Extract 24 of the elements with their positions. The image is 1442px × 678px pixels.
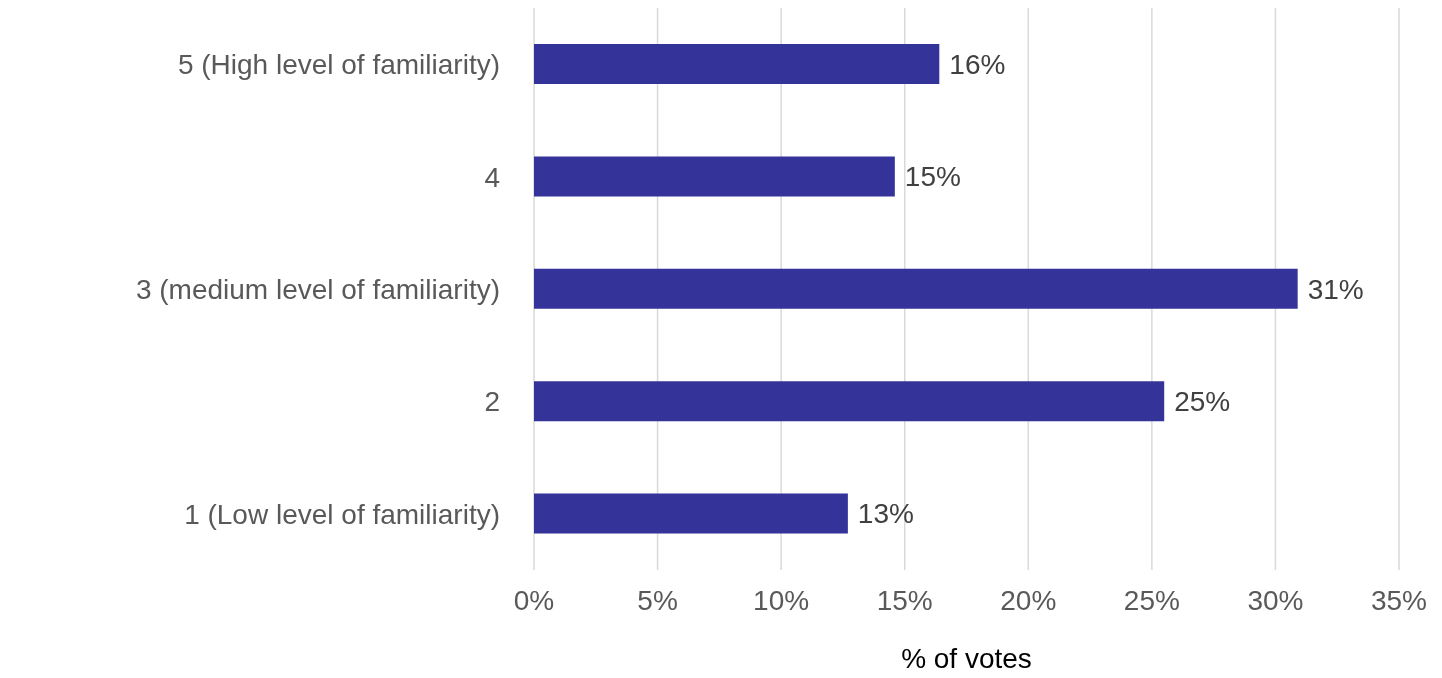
x-tick-label: 35% — [1370, 584, 1428, 616]
bar — [534, 44, 940, 84]
x-tick-label: 15% — [876, 584, 933, 616]
x-tick-label: 0% — [513, 584, 555, 616]
x-axis-title: % of votes — [901, 643, 1032, 674]
bar — [534, 493, 848, 534]
y-tick-label: 3 (medium level of familiarity) — [135, 273, 500, 305]
y-tick-label: 1 (Low level of familiarity) — [184, 498, 500, 530]
data-label: 25% — [1174, 386, 1231, 417]
bar — [534, 268, 1298, 309]
bar — [534, 156, 895, 197]
data-label: 15% — [904, 161, 961, 193]
bar — [534, 381, 1165, 422]
y-tick-label: 5 (High level of familiarity) — [177, 49, 500, 81]
data-label: 16% — [949, 48, 1006, 80]
y-tick-label: 4 — [484, 161, 500, 193]
y-tick-label: 2 — [484, 386, 500, 418]
data-label: 31% — [1307, 273, 1364, 305]
x-tick-label: 30% — [1247, 584, 1304, 616]
x-tick-label: 10% — [753, 584, 810, 616]
x-tick-label: 20% — [1000, 584, 1057, 616]
x-tick-label: 5% — [637, 584, 678, 616]
x-tick-label: 25% — [1123, 584, 1180, 616]
data-label: 13% — [857, 498, 914, 530]
